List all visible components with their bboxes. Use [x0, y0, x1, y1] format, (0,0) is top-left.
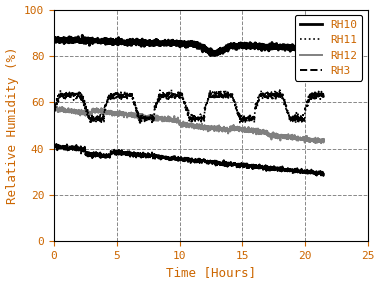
- X-axis label: Time [Hours]: Time [Hours]: [166, 266, 256, 280]
- Legend: RH10, RH11, RH12, RH3: RH10, RH11, RH12, RH3: [295, 15, 362, 81]
- Y-axis label: Relative Humidity (%): Relative Humidity (%): [6, 47, 19, 204]
